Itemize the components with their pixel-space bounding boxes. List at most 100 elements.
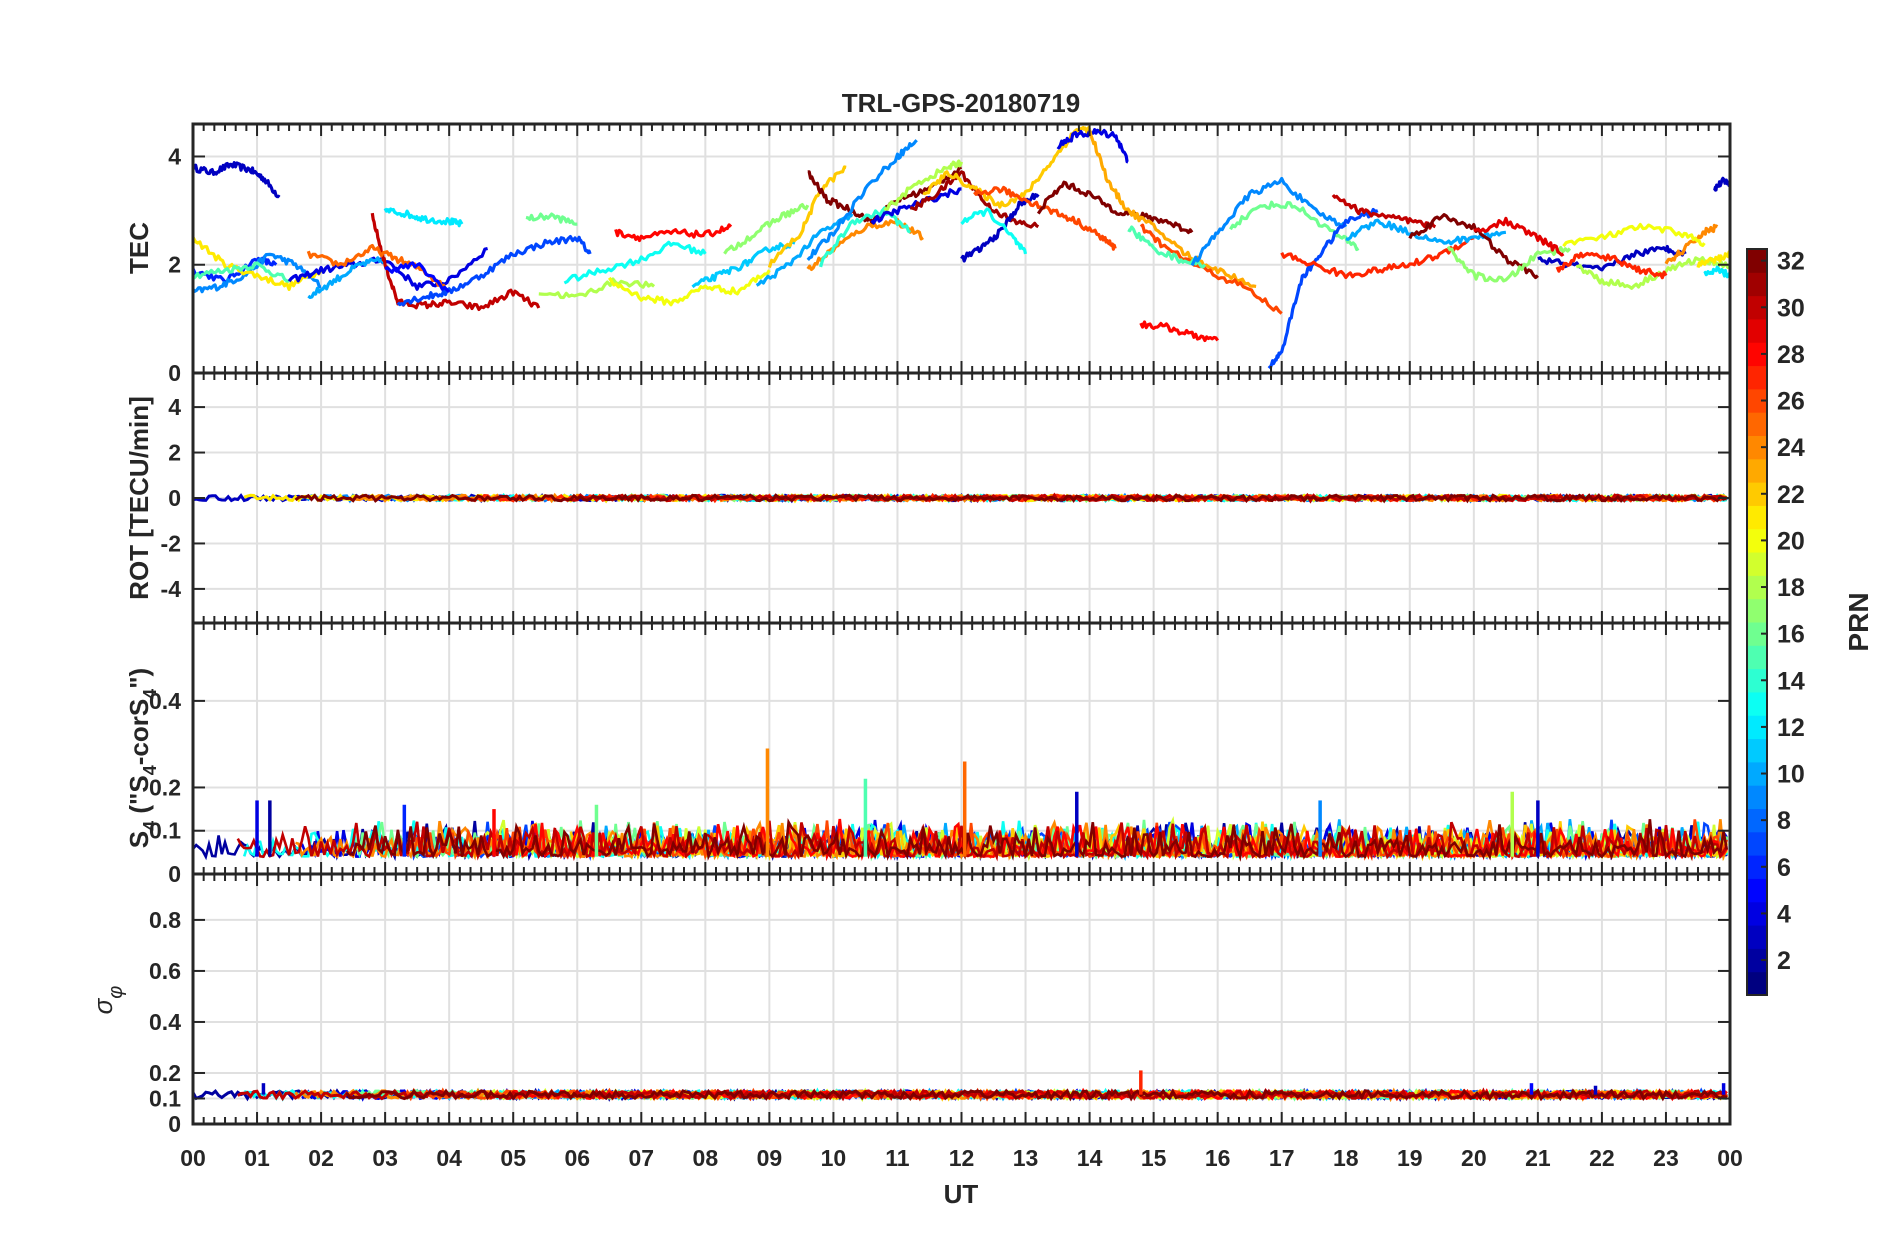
x-axis-ticks: 00 01 02 03 04 05 06 07 08 09 10 11 12 13 14 15 16 17 18 19…: [180, 1145, 1743, 1171]
colorbar-tick-label: 24: [1777, 434, 1805, 462]
panel-rot: -4 -2 0 2 4 ROT [TECU/min]: [124, 371, 1732, 625]
tec-series-prn-10: [1345, 218, 1507, 246]
sigma-ylabel-part-1: φ: [105, 986, 127, 999]
colorbar-swatch: [1747, 482, 1767, 506]
tec-series-prn-9: [193, 252, 322, 294]
colorbar-swatch: [1747, 878, 1767, 903]
tec-series-prn-27: [1555, 251, 1668, 280]
x-tick-label: 06: [564, 1145, 590, 1171]
tec-series-prn-13: [960, 207, 1028, 255]
colorbar-tick-label: 2: [1777, 947, 1791, 975]
colorbar-swatch: [1747, 925, 1767, 949]
colorbar-swatch: [1747, 948, 1767, 973]
sigma-series-group: [193, 1070, 1729, 1103]
x-tick-label: 11: [885, 1145, 910, 1171]
x-axis-label: UT: [944, 1179, 979, 1209]
rot-y-tick-label: 4: [168, 394, 181, 420]
colorbar-swatch: [1747, 901, 1767, 926]
colorbar-swatch: [1747, 691, 1767, 716]
x-tick-label: 21: [1525, 1145, 1551, 1171]
colorbar-swatch: [1747, 715, 1767, 740]
colorbar-swatch: [1747, 855, 1767, 879]
tec-series-prn-20: [1562, 222, 1706, 248]
x-tick-label: 16: [1205, 1145, 1231, 1171]
x-tick-label: 08: [693, 1145, 719, 1171]
sigma_phi-y-tick-label: 0.1: [149, 1085, 181, 1111]
tec-series-prn-23: [1088, 129, 1257, 288]
tec-series-prn-18: [1575, 256, 1730, 290]
tec-series-prn-27: [1280, 236, 1475, 280]
colorbar-swatch: [1747, 971, 1767, 996]
tec-series-prn-9: [806, 139, 918, 261]
tec-series-prn-10: [755, 213, 854, 287]
tec-series-prn-12: [1703, 265, 1730, 279]
tec-y-ticks: 0 2 4: [168, 122, 1732, 386]
sigma-y-ticks: 00.10.2 0.4 0.6 0.8: [149, 872, 1732, 1137]
s4-series-prn-30: [236, 820, 1728, 862]
tec-series-prn-5: [384, 261, 451, 294]
s4-ylabel-part-0: S: [124, 831, 154, 848]
colorbar-swatch: [1747, 575, 1767, 600]
sigma_phi-series-prn-32: [345, 1088, 1728, 1102]
tec-series-prn-26: [973, 185, 1117, 251]
s4-ylabel-part-3: 4: [140, 765, 160, 775]
tec-series-prn-24: [1664, 223, 1719, 265]
colorbar-tick-label: 32: [1777, 248, 1805, 276]
tec-y-tick-label: 2: [168, 252, 181, 278]
rot-series-prn-32: [294, 493, 1728, 504]
colorbar-swatch: [1747, 295, 1767, 320]
x-tick-label: 15: [1141, 1145, 1167, 1171]
s4-ylabel-part-1: 4: [140, 821, 160, 831]
colorbar-swatch: [1747, 249, 1767, 273]
tec-series-prn-30: [1331, 193, 1437, 230]
tec-series-prn-18: [538, 277, 656, 300]
x-tick-label: 17: [1269, 1145, 1295, 1171]
colorbar-swatch: [1747, 458, 1767, 483]
tec-series-prn-16: [525, 212, 578, 226]
tec-series-prn-3: [1712, 176, 1730, 192]
x-tick-label: 00: [1717, 1145, 1743, 1171]
colorbar-tick-label: 4: [1777, 900, 1791, 928]
s4-ylabel-part-5: 4: [140, 689, 160, 699]
s4-series-prn-28: [511, 818, 1728, 862]
tec-series-prn-10: [307, 256, 387, 299]
colorbar-tick-label: 26: [1777, 388, 1805, 416]
tec-series-prn-3: [193, 161, 281, 199]
colorbar-swatch: [1747, 598, 1767, 623]
s4-series-group: [193, 748, 1729, 862]
sigma_phi-y-tick-label: 0.2: [149, 1060, 181, 1086]
colorbar-tick-label: 16: [1777, 621, 1805, 649]
x-tick-label: 13: [1013, 1145, 1039, 1171]
tec-series-prn-17: [723, 203, 810, 255]
x-tick-label: 03: [372, 1145, 398, 1171]
s4-y-tick-label: 0.2: [149, 774, 181, 800]
sigma_phi-y-tick-label: 0.8: [149, 907, 181, 933]
x-tick-label: 07: [628, 1145, 654, 1171]
colorbar-tick-label: 12: [1777, 714, 1805, 742]
x-tick-label: 05: [500, 1145, 526, 1171]
tec-series-prn-32: [1408, 213, 1539, 280]
x-tick-label: 14: [1077, 1145, 1103, 1171]
colorbar-tick-label: 22: [1777, 481, 1805, 509]
colorbar-swatch: [1747, 272, 1767, 297]
rot-y-tick-label: 0: [168, 485, 181, 511]
s4-ylabel: S4 ("S4-corS4"): [124, 668, 160, 848]
sigma-ylabel: σφ: [88, 986, 127, 1015]
s4-y-tick-label: 0.4: [149, 688, 181, 714]
tec-series-prn-12: [383, 207, 464, 228]
colorbar-tick-label: 28: [1777, 341, 1805, 369]
colorbar-swatch: [1747, 761, 1767, 786]
chart-title: TRL-GPS-20180719: [842, 88, 1080, 118]
colorbar-tick-label: 14: [1777, 667, 1805, 695]
tec-series-prn-20: [607, 269, 771, 307]
tec-series-prn-26: [1139, 223, 1283, 315]
tec-ylabel: TEC: [124, 222, 154, 274]
s4-ylabel-part-2: ("S: [124, 775, 154, 821]
rot-y-tick-label: 2: [168, 440, 181, 466]
x-tick-label: 04: [436, 1145, 462, 1171]
colorbar-swatch: [1747, 831, 1767, 856]
colorbar-tick-label: 8: [1777, 807, 1791, 835]
rot-ylabel: ROT [TECU/min]: [124, 396, 154, 600]
